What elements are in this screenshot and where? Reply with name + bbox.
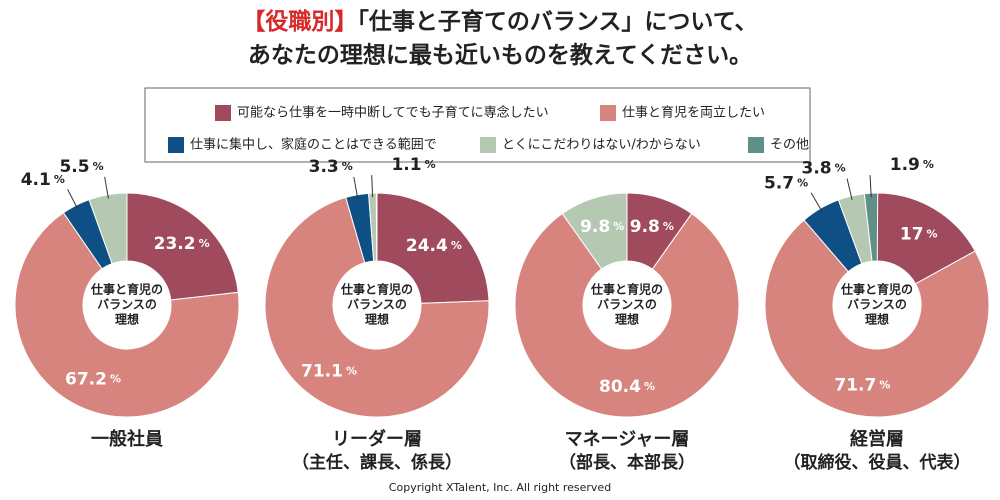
center-label: 仕事と育児の: [90, 282, 163, 297]
center-label: 仕事と育児の: [340, 282, 413, 297]
percent-sign: %: [644, 380, 655, 393]
leader-line: [353, 176, 359, 199]
percent-sign: %: [663, 220, 674, 233]
legend-swatch: [600, 105, 616, 121]
legend-label: 仕事と育児を両立したい: [622, 105, 765, 121]
legend-swatch: [480, 137, 496, 153]
center-label: バランスの: [347, 298, 407, 312]
value-label: 23.2%: [154, 234, 210, 254]
percent-sign: %: [199, 237, 210, 250]
leader-line: [67, 189, 79, 210]
legend-label: 仕事に集中し、家庭のことはできる範囲で: [190, 137, 437, 153]
value-number: 71.7: [834, 376, 876, 396]
value-label: 3.3%: [309, 157, 353, 177]
center-label: 仕事と育児の: [840, 282, 913, 297]
value-number: 4.1: [21, 170, 51, 190]
percent-sign: %: [797, 177, 808, 190]
leader-line: [869, 175, 872, 198]
title-prefix: 【役職別】: [242, 8, 357, 35]
chart-subtitle: （部長、本部長）: [559, 452, 695, 473]
percent-sign: %: [923, 158, 934, 171]
value-number: 5.7: [764, 174, 794, 194]
value-label: 1.1%: [391, 155, 435, 175]
donut-hole: [333, 261, 421, 349]
value-number: 17: [900, 224, 924, 244]
value-number: 1.1: [391, 155, 421, 175]
percent-sign: %: [835, 162, 846, 175]
value-label: 24.4%: [406, 236, 462, 256]
title: 【役職別】「仕事と子育てのバランス」について、: [242, 8, 757, 35]
value-label: 3.8%: [802, 159, 846, 179]
value-label: 71.1%: [301, 361, 357, 381]
legend-label: その他: [770, 138, 809, 153]
center-label: 理想: [365, 312, 389, 327]
percent-sign: %: [346, 364, 357, 377]
title-line2: あなたの理想に最も近いものを教えてください。: [248, 42, 752, 69]
center-label: バランスの: [597, 298, 657, 312]
value-label: 9.8%: [630, 217, 674, 237]
center-label: 仕事と育児の: [590, 282, 663, 297]
value-label: 1.9%: [890, 155, 934, 175]
center-label: 理想: [115, 312, 139, 327]
legend-swatch: [748, 137, 764, 153]
percent-sign: %: [927, 227, 938, 240]
legend-label: とくにこだわりはない/わからない: [502, 138, 701, 153]
leader-line: [371, 175, 374, 198]
leader-line: [810, 192, 823, 213]
donut-hole: [583, 261, 671, 349]
chart-title: 経営層: [850, 428, 904, 450]
center-label: 理想: [865, 312, 889, 327]
chart-subtitle: （取締役、役員、代表）: [784, 452, 971, 473]
chart-subtitle: （主任、課長、係長）: [292, 452, 462, 473]
value-number: 9.8: [630, 217, 660, 237]
value-label: 5.5%: [59, 157, 103, 177]
value-number: 23.2: [154, 234, 196, 254]
center-label: バランスの: [97, 298, 157, 312]
value-label: 17%: [900, 224, 938, 244]
chart-title: 一般社員: [91, 428, 163, 450]
value-number: 71.1: [301, 361, 343, 381]
leader-line: [846, 178, 853, 201]
value-label: 5.7%: [764, 174, 808, 194]
value-number: 3.3: [309, 157, 339, 177]
legend-swatch: [215, 105, 231, 121]
value-number: 80.4: [599, 377, 641, 397]
percent-sign: %: [879, 379, 890, 392]
value-label: 9.8%: [580, 217, 624, 237]
value-number: 24.4: [406, 236, 448, 256]
value-number: 1.9: [890, 155, 920, 175]
donut-hole: [83, 261, 171, 349]
legend-swatch: [168, 137, 184, 153]
percent-sign: %: [425, 158, 436, 171]
value-number: 5.5: [59, 157, 89, 177]
value-number: 3.8: [802, 159, 832, 179]
percent-sign: %: [110, 373, 121, 386]
value-label: 67.2%: [65, 370, 121, 390]
chart-title: リーダー層: [332, 428, 422, 450]
legend-label: 可能なら仕事を一時中断してでも子育てに専念したい: [237, 105, 549, 121]
percent-sign: %: [451, 239, 462, 252]
donut-hole: [833, 261, 921, 349]
center-label: 理想: [615, 312, 639, 327]
legend-box: [144, 87, 811, 163]
percent-sign: %: [613, 220, 624, 233]
value-number: 9.8: [580, 217, 610, 237]
chart-title: マネージャー層: [565, 429, 690, 450]
percent-sign: %: [93, 160, 104, 173]
value-label: 80.4%: [599, 377, 655, 397]
value-number: 67.2: [65, 370, 107, 390]
percent-sign: %: [54, 173, 65, 186]
copyright: Copyright XTalent, Inc. All right reserv…: [389, 481, 611, 494]
leader-line: [104, 176, 109, 199]
value-label: 4.1%: [21, 170, 65, 190]
value-label: 71.7%: [834, 376, 890, 396]
center-label: バランスの: [847, 298, 907, 312]
title-text: 「仕事と子育てのバランス」について、: [357, 8, 757, 35]
percent-sign: %: [342, 160, 353, 173]
